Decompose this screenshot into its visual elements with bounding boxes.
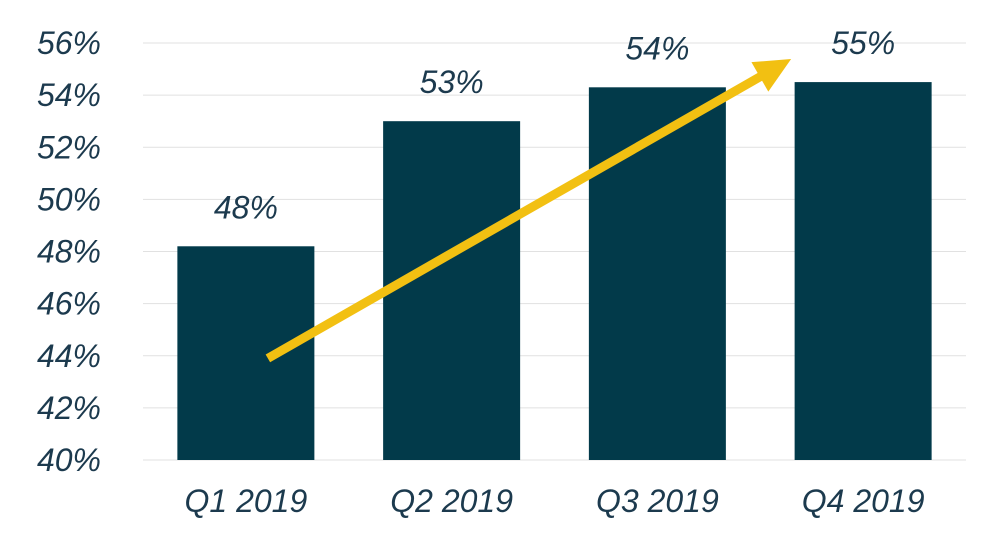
x-tick-label: Q3 2019 bbox=[596, 483, 719, 519]
y-tick-label: 40% bbox=[37, 442, 101, 478]
data-label: 48% bbox=[214, 189, 278, 225]
bar-q3-2019 bbox=[588, 87, 726, 461]
y-tick-label: 46% bbox=[37, 286, 101, 322]
x-axis-tick-labels: Q1 2019 Q2 2019 Q3 2019 Q4 2019 bbox=[184, 483, 924, 519]
bar-q2-2019 bbox=[383, 121, 521, 460]
bar-q1-2019 bbox=[177, 246, 315, 460]
trend-arrow-head bbox=[751, 59, 792, 92]
y-axis-tick-labels: 40% 42% 44% 46% 48% 50% 52% 54% 56% bbox=[37, 25, 101, 478]
y-tick-label: 56% bbox=[37, 25, 101, 61]
y-tick-label: 44% bbox=[37, 338, 101, 374]
bar-q4-2019 bbox=[794, 82, 932, 460]
data-label: 53% bbox=[420, 64, 484, 100]
data-labels: 48% 53% 54% 55% bbox=[214, 25, 895, 225]
data-label: 54% bbox=[625, 30, 689, 66]
trend-arrow bbox=[265, 59, 792, 363]
x-tick-label: Q2 2019 bbox=[390, 483, 513, 519]
y-tick-label: 48% bbox=[37, 234, 101, 270]
y-tick-label: 52% bbox=[37, 129, 101, 165]
bars bbox=[177, 82, 932, 461]
y-tick-label: 54% bbox=[37, 77, 101, 113]
data-label: 55% bbox=[831, 25, 895, 61]
x-tick-label: Q1 2019 bbox=[184, 483, 307, 519]
y-tick-label: 50% bbox=[37, 181, 101, 217]
y-tick-label: 42% bbox=[37, 390, 101, 426]
x-tick-label: Q4 2019 bbox=[802, 483, 925, 519]
trend-arrow-shaft bbox=[265, 72, 764, 363]
